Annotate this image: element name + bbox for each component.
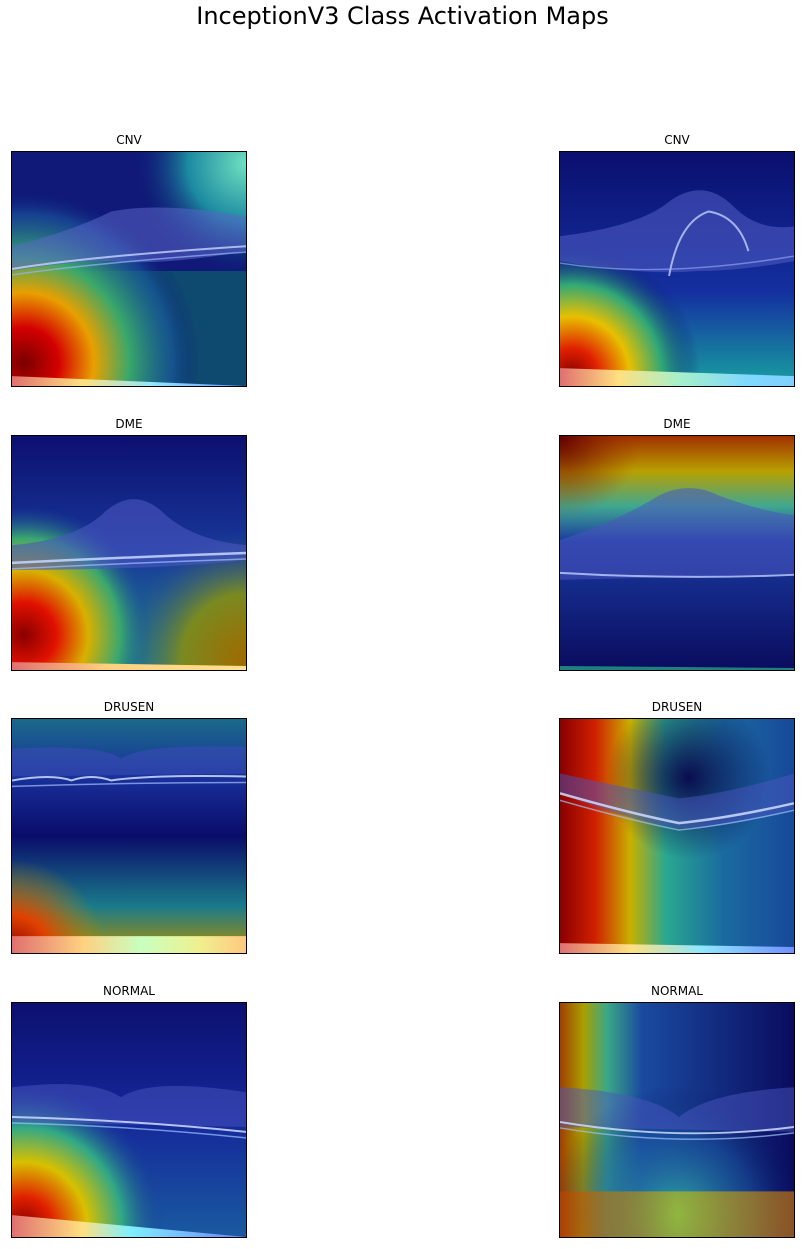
activation-map-image	[11, 435, 247, 671]
activation-map-image	[11, 718, 247, 954]
activation-map-image	[559, 1002, 795, 1238]
panel-title: CNV	[664, 133, 690, 147]
panel-title: DME	[115, 417, 143, 431]
panel-title: DME	[663, 417, 691, 431]
activation-map-image	[559, 435, 795, 671]
panel-title: NORMAL	[650, 984, 703, 998]
panel-title: DRUSEN	[103, 700, 155, 714]
panel-title: NORMAL	[102, 984, 155, 998]
activation-map-image	[11, 151, 247, 387]
activation-map-image	[11, 1002, 247, 1238]
activation-map-image	[559, 151, 795, 387]
panel-title: DRUSEN	[651, 700, 703, 714]
panel-title: CNV	[116, 133, 142, 147]
activation-map-image	[559, 718, 795, 954]
figure-title: InceptionV3 Class Activation Maps	[196, 2, 609, 30]
